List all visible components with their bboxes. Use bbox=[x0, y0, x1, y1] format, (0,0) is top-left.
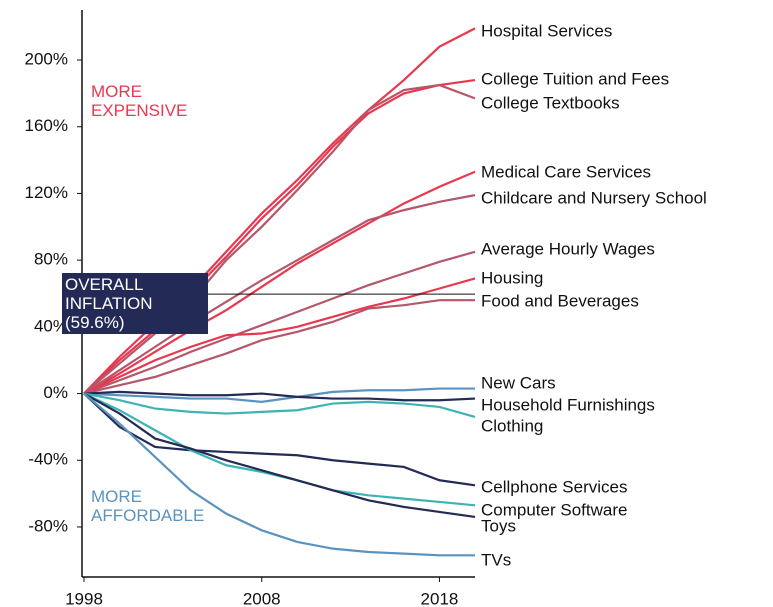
x-tick-label: 2018 bbox=[421, 589, 459, 607]
series-line bbox=[83, 83, 476, 395]
series-label: Computer Software bbox=[481, 500, 627, 519]
reference-label: OVERALL INFLATION (59.6%) bbox=[62, 273, 208, 334]
series-line bbox=[83, 78, 476, 395]
y-tick-label: -40% bbox=[28, 450, 68, 469]
series-line bbox=[83, 299, 475, 395]
series-label: TVs bbox=[481, 550, 511, 569]
series-line bbox=[83, 387, 475, 404]
series-label: Clothing bbox=[481, 416, 543, 435]
x-tick-label: 1998 bbox=[65, 589, 103, 607]
series-line bbox=[83, 390, 476, 402]
series-label: Medical Care Services bbox=[481, 162, 651, 181]
series-label: Childcare and Nursery School bbox=[481, 188, 707, 207]
y-tick-label: 200% bbox=[25, 50, 68, 69]
series-label: College Tuition and Fees bbox=[481, 69, 669, 88]
series-label: Toys bbox=[481, 516, 516, 535]
series-line bbox=[83, 170, 476, 395]
series-label: Average Hourly Wages bbox=[481, 239, 655, 258]
series-line bbox=[83, 277, 476, 395]
series-line bbox=[83, 194, 476, 395]
annotation: MORE EXPENSIVE bbox=[91, 82, 188, 120]
series-label: Cellphone Services bbox=[481, 477, 627, 496]
y-tick-label: 0% bbox=[43, 383, 68, 402]
y-tick-label: 160% bbox=[25, 116, 68, 135]
series-line bbox=[83, 392, 476, 519]
annotation: MORE AFFORDABLE bbox=[91, 487, 205, 525]
series-line bbox=[83, 250, 476, 395]
series-label: Food and Beverages bbox=[481, 291, 639, 310]
y-tick-label: -80% bbox=[28, 516, 68, 535]
series-label: New Cars bbox=[481, 373, 556, 392]
x-tick-label: 2008 bbox=[243, 589, 281, 607]
series-label: College Textbooks bbox=[481, 93, 620, 112]
series-line bbox=[83, 392, 476, 418]
y-tick-label: 80% bbox=[34, 250, 68, 269]
y-tick-label: 120% bbox=[25, 183, 68, 202]
series-label: Housing bbox=[481, 268, 543, 287]
series-line bbox=[83, 392, 476, 487]
series-label: Household Furnishings bbox=[481, 395, 655, 414]
y-tick-label: 40% bbox=[34, 316, 68, 335]
series-label: Hospital Services bbox=[481, 21, 612, 40]
series-line bbox=[83, 392, 475, 557]
